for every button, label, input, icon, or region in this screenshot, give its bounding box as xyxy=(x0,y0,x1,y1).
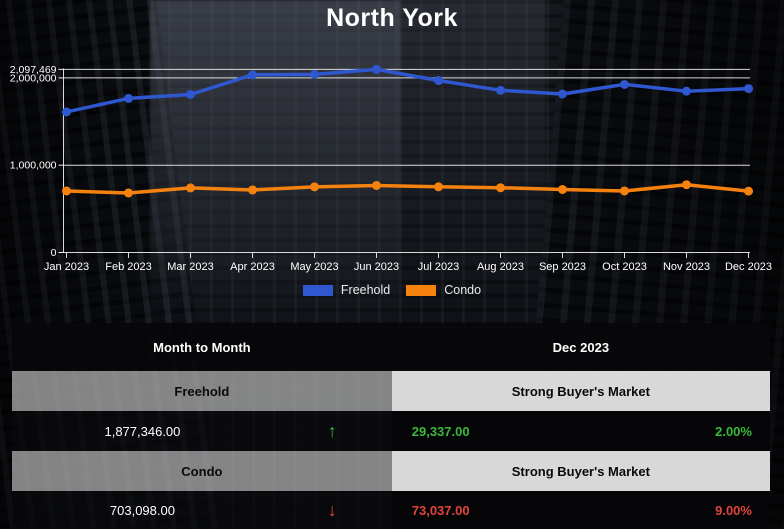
legend-item-condo[interactable]: Condo xyxy=(406,283,481,297)
data-point-condo xyxy=(434,182,443,192)
y-axis-label: 2,097,469 xyxy=(10,64,57,76)
freehold-swatch-icon xyxy=(302,284,333,296)
x-axis-label: Mar 2023 xyxy=(167,261,213,273)
x-axis-label: Jan 2023 xyxy=(44,261,89,273)
data-point-freehold xyxy=(620,79,629,89)
data-point-freehold xyxy=(372,64,381,74)
legend-label-condo: Condo xyxy=(444,283,482,297)
freehold-market-status: Strong Buyer's Market xyxy=(391,371,770,411)
data-point-freehold xyxy=(186,89,195,99)
freehold-row-label: Freehold xyxy=(12,371,392,411)
data-point-condo xyxy=(372,180,381,190)
freehold-price: 1,877,346.00 xyxy=(104,423,181,439)
condo-value-row: 703,098.00 ↓ 73,037.00 9.00% xyxy=(12,491,770,529)
data-point-condo xyxy=(558,184,567,194)
data-point-condo xyxy=(496,183,505,193)
data-point-freehold xyxy=(248,70,257,80)
data-point-condo xyxy=(620,186,629,196)
market-summary-table: Month to Month Dec 2023 Freehold Strong … xyxy=(12,323,770,529)
legend-label-freehold: Freehold xyxy=(340,283,391,297)
x-axis-label: Dec 2023 xyxy=(725,261,772,273)
data-point-freehold xyxy=(310,69,319,79)
condo-change: 73,037.00 xyxy=(411,502,470,518)
condo-swatch-icon xyxy=(406,284,437,296)
condo-market-status: Strong Buyer's Market xyxy=(391,451,770,491)
freehold-percent: 2.00% xyxy=(715,423,752,439)
x-axis-label: Apr 2023 xyxy=(230,261,275,273)
x-axis-label: Jul 2023 xyxy=(418,261,460,273)
freehold-value-row: 1,877,346.00 ↑ 29,337.00 2.00% xyxy=(12,411,770,451)
series-line-condo xyxy=(64,182,751,195)
data-point-freehold xyxy=(558,89,567,99)
data-point-freehold xyxy=(744,84,753,94)
x-axis-label: Aug 2023 xyxy=(477,261,524,273)
condo-price: 703,098.00 xyxy=(109,502,175,518)
data-point-freehold xyxy=(682,86,691,96)
data-point-condo xyxy=(186,183,195,193)
series-line-freehold xyxy=(64,67,751,114)
condo-row-label: Condo xyxy=(12,451,392,491)
data-point-condo xyxy=(744,186,753,196)
data-point-condo xyxy=(62,186,71,196)
x-axis-label: Sep 2023 xyxy=(539,261,586,273)
data-point-condo xyxy=(248,185,257,195)
header-dec-2023: Dec 2023 xyxy=(552,339,610,355)
page-title: North York xyxy=(326,4,458,32)
x-axis-label: Feb 2023 xyxy=(105,261,151,273)
y-axis-label: 1,000,000 xyxy=(10,160,57,172)
table-header-row: Month to Month Dec 2023 xyxy=(12,323,770,371)
freehold-label-row: Freehold Strong Buyer's Market xyxy=(12,371,770,411)
data-point-condo xyxy=(682,180,691,190)
freehold-change: 29,337.00 xyxy=(411,423,470,439)
condo-label-row: Condo Strong Buyer's Market xyxy=(12,451,770,491)
down-arrow-icon: ↓ xyxy=(327,500,337,520)
data-point-freehold xyxy=(62,107,71,117)
data-point-freehold xyxy=(434,76,443,86)
x-axis-label: Nov 2023 xyxy=(663,261,710,273)
x-axis-label: Jun 2023 xyxy=(354,261,399,273)
data-point-condo xyxy=(310,182,319,192)
up-arrow-icon: ↑ xyxy=(327,421,337,441)
legend-item-freehold[interactable]: Freehold xyxy=(302,283,391,297)
data-point-freehold xyxy=(124,93,133,103)
y-axis-label: 0 xyxy=(51,247,57,259)
data-point-condo xyxy=(124,188,133,198)
condo-percent: 9.00% xyxy=(715,502,752,518)
x-axis-label: May 2023 xyxy=(290,261,338,273)
x-axis-label: Oct 2023 xyxy=(602,261,647,273)
data-point-freehold xyxy=(496,85,505,95)
chart-legend: Freehold Condo xyxy=(0,281,784,299)
header-month-to-month: Month to Month xyxy=(153,339,251,355)
